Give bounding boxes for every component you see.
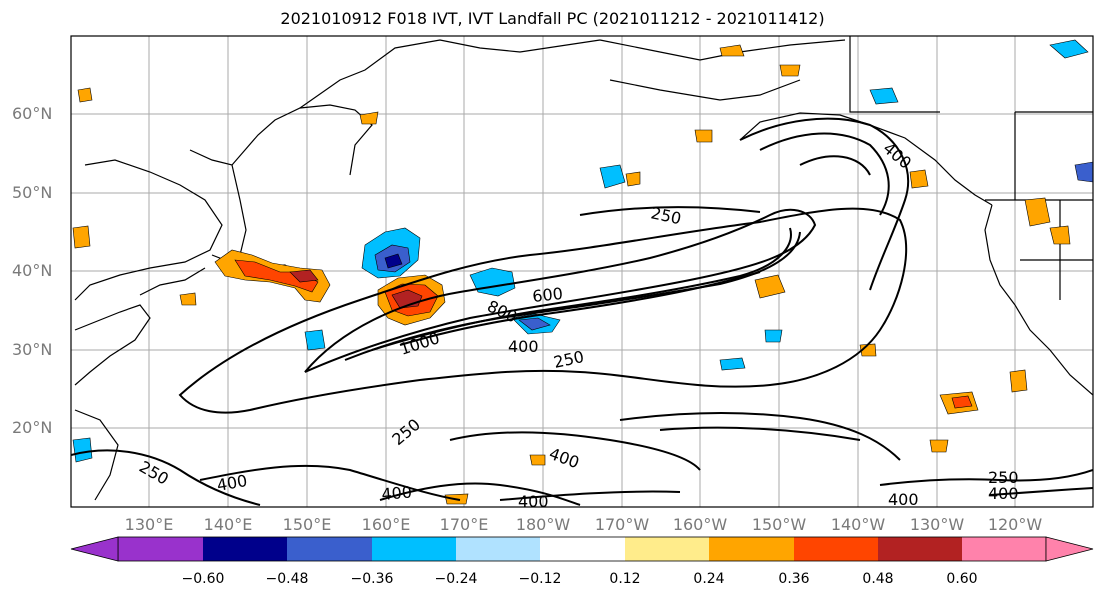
colorbar-tick-label: −0.12	[518, 571, 562, 587]
coastlines	[74, 36, 1093, 501]
contour-label: 400	[508, 337, 539, 356]
lat-label: 60°N	[12, 104, 53, 123]
colorbar-tick-label: −0.60	[181, 571, 225, 587]
lon-label: 150°W	[751, 515, 807, 534]
colorbar-low-extend	[70, 536, 119, 562]
lon-label: 140°E	[203, 515, 253, 534]
lon-label: 130°E	[124, 515, 174, 534]
colorbar-segment	[625, 537, 709, 561]
contour-label: 400	[888, 490, 919, 509]
colorbar-segment	[794, 537, 878, 561]
lat-label: 30°N	[12, 340, 53, 359]
colorbar-segment	[118, 537, 203, 561]
colorbar-segment	[203, 537, 287, 561]
colorbar-high-extend	[1045, 536, 1094, 562]
colorbar-segment	[709, 537, 794, 561]
colorbar-tick-label: −0.36	[350, 571, 394, 587]
colorbar-segment	[372, 537, 456, 561]
colorbar-segment	[878, 537, 962, 561]
lat-label: 50°N	[12, 183, 53, 202]
lon-label: 160°E	[361, 515, 411, 534]
lon-label: 130°W	[909, 515, 965, 534]
lat-label: 40°N	[12, 261, 53, 280]
contour-label: 400	[381, 482, 413, 504]
colorbar-segment	[456, 537, 540, 561]
lon-label: 160°W	[672, 515, 728, 534]
colorbar-tick-label: 0.12	[609, 571, 641, 587]
colorbar-tick-label: 0.24	[693, 571, 725, 587]
contour-label: 400	[988, 484, 1019, 503]
lon-label: 180°W	[515, 515, 571, 534]
lon-label: 140°W	[830, 515, 886, 534]
lon-label: 170°E	[439, 515, 489, 534]
lon-label: 170°W	[594, 515, 650, 534]
colorbar-segment	[287, 537, 372, 561]
lon-label: 120°W	[987, 515, 1043, 534]
lon-label: 150°E	[282, 515, 332, 534]
colorbar-segment	[962, 537, 1046, 561]
colorbar-tick-label: 0.36	[778, 571, 810, 587]
colorbar-tick-label: 0.48	[862, 571, 894, 587]
lat-label: 20°N	[12, 418, 53, 437]
map-frame	[70, 35, 1094, 508]
contour-label: 400	[518, 492, 549, 511]
contour-label: 600	[531, 284, 563, 306]
colorbar-segment	[540, 537, 625, 561]
ivt-contours	[71, 117, 1093, 506]
colorbar-tick-label: −0.48	[265, 571, 309, 587]
colorbar-tick-label: 0.60	[946, 571, 978, 587]
contour-label: 250	[988, 468, 1019, 487]
page-title: 2021010912 F018 IVT, IVT Landfall PC (20…	[280, 9, 825, 28]
colorbar	[70, 536, 1094, 562]
colorbar-tick-label: −0.24	[434, 571, 478, 587]
